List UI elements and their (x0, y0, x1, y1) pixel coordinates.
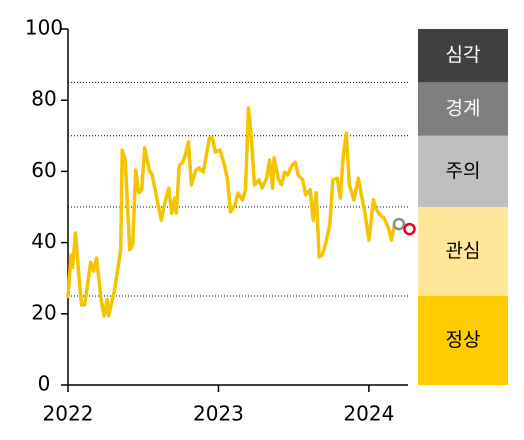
x-tick-label: 2024 (343, 402, 394, 426)
y-tick-label: 20 (31, 300, 56, 324)
x-tick-label: 2022 (43, 402, 94, 426)
series-line (66, 106, 397, 318)
band-label: 주의 (446, 160, 481, 182)
y-tick-label: 60 (31, 158, 56, 182)
band-label: 심각 (446, 44, 481, 66)
y-tick-label: 40 (31, 229, 56, 253)
band-label: 경계 (446, 98, 481, 120)
y-tick-label: 80 (31, 87, 56, 111)
band-box (418, 82, 508, 136)
x-tick-label: 2023 (193, 402, 244, 426)
y-tick-label: 100 (25, 16, 63, 40)
band-box (418, 29, 508, 83)
band-box (418, 296, 508, 385)
band-label: 정상 (446, 329, 481, 351)
point-marker (403, 222, 416, 236)
band-box (418, 135, 508, 207)
band-box (418, 207, 508, 296)
point-marker (392, 217, 406, 231)
band-label: 관심 (446, 240, 481, 262)
y-tick-label: 0 (38, 372, 51, 396)
